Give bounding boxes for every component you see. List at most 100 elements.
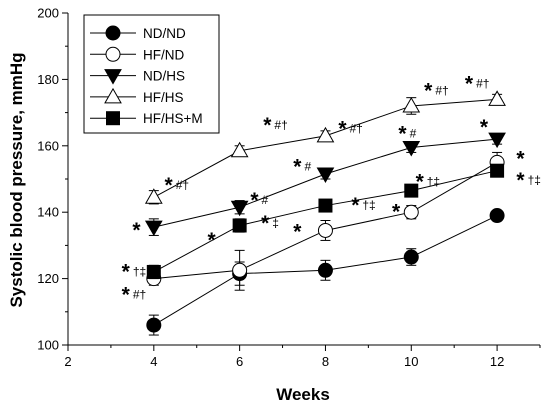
significance-annotation: * # <box>250 189 268 212</box>
legend-label: ND/HS <box>143 69 185 84</box>
data-point <box>316 126 335 143</box>
annotation-star: * <box>424 79 433 102</box>
data-point <box>230 141 249 158</box>
data-point <box>489 208 505 224</box>
data-point <box>317 222 333 238</box>
data-point <box>146 317 162 333</box>
annotation-star: * <box>516 147 525 170</box>
series-hf-hs <box>144 90 506 205</box>
annotation-symbols: #† <box>274 118 287 132</box>
y-tick-label: 200 <box>37 6 59 21</box>
legend-item: ND/HS <box>90 69 185 85</box>
data-point <box>232 218 247 233</box>
annotation-star: * <box>261 212 270 235</box>
significance-annotation: * #† <box>338 118 363 141</box>
series-nd-hs <box>144 132 506 237</box>
legend-marker <box>104 69 122 85</box>
annotation-symbols: ‡ <box>272 216 279 230</box>
annotation-symbols: # <box>262 193 269 207</box>
significance-annotation: * # <box>398 123 416 146</box>
annotation-star: * <box>293 156 302 179</box>
legend-label: HF/ND <box>143 47 184 62</box>
significance-annotation: * ‡ <box>261 212 279 235</box>
data-point <box>232 262 248 278</box>
significance-annotation: * †‡ <box>122 260 147 283</box>
annotation-symbols: # <box>304 160 311 174</box>
annotation-symbols: # <box>410 127 417 141</box>
annotation-star: * <box>480 116 489 139</box>
data-point <box>490 163 505 178</box>
annotation-star: * <box>165 174 174 197</box>
annotation-star: * <box>351 194 360 217</box>
legend-marker <box>105 46 121 62</box>
significance-annotation: * #† <box>122 284 147 307</box>
y-tick-label: 180 <box>37 72 59 87</box>
data-point <box>144 220 163 237</box>
data-point <box>403 204 419 220</box>
annotation-star: * <box>207 229 216 252</box>
annotation-symbols: †‡ <box>362 198 375 212</box>
legend-item: ND/ND <box>90 25 186 41</box>
x-tick-label: 10 <box>404 354 418 369</box>
annotation-star: * <box>416 171 425 194</box>
x-tick-label: 4 <box>150 354 157 369</box>
annotation-symbols: †‡ <box>133 264 146 278</box>
annotation-star: * <box>293 220 302 243</box>
significance-annotation: * <box>132 219 141 242</box>
significance-annotation: * †‡ <box>416 171 441 194</box>
significance-annotation: * <box>480 116 489 139</box>
legend-item: HF/HS <box>90 87 184 105</box>
y-axis-title: Systolic blood pressure, mmHg <box>7 52 26 307</box>
annotation-star: * <box>250 189 259 212</box>
legend-label: ND/ND <box>143 26 186 41</box>
data-point <box>488 90 506 106</box>
significance-annotation: * †‡ <box>516 169 541 192</box>
annotation-symbols: #† <box>133 288 146 302</box>
significance-annotation: * #† <box>165 174 190 197</box>
annotation-star: * <box>122 260 131 283</box>
data-point <box>402 96 421 113</box>
significance-annotation: * #† <box>263 114 288 137</box>
x-tick-label: 8 <box>322 354 329 369</box>
significance-annotation: * <box>392 201 401 224</box>
significance-annotation: * #† <box>424 79 449 102</box>
significance-annotation: * †‡ <box>351 194 376 217</box>
annotation-star: * <box>392 201 401 224</box>
data-point <box>404 183 419 198</box>
data-point <box>317 262 333 278</box>
annotation-symbols: †‡ <box>528 173 541 187</box>
annotation-symbols: #† <box>435 83 448 97</box>
annotation-symbols: #† <box>176 178 189 192</box>
data-point <box>488 132 506 149</box>
legend-marker <box>106 111 120 126</box>
series-hf-hs-m <box>146 163 505 280</box>
y-tick-label: 160 <box>37 138 59 153</box>
y-tick-label: 100 <box>37 338 59 353</box>
data-point <box>403 249 419 265</box>
x-axis-title: Weeks <box>276 385 330 404</box>
data-point <box>316 167 335 184</box>
significance-annotation: * #† <box>465 73 490 96</box>
data-point <box>146 264 161 279</box>
legend-label: HF/HS <box>143 90 184 105</box>
legend-label: HF/HS+M <box>143 111 203 126</box>
x-tick-label: 12 <box>490 354 504 369</box>
annotation-symbols: #† <box>476 77 489 91</box>
annotation-symbols: †‡ <box>427 175 440 189</box>
annotation-symbols: #† <box>350 122 363 136</box>
x-tick-label: 6 <box>236 354 243 369</box>
annotation-star: * <box>338 118 347 141</box>
legend-item: HF/ND <box>90 46 184 62</box>
y-tick-label: 120 <box>37 271 59 286</box>
annotation-star: * <box>398 123 407 146</box>
annotation-star: * <box>122 284 131 307</box>
data-point <box>230 200 249 217</box>
significance-annotation: * <box>516 147 525 170</box>
legend-item: HF/HS+M <box>90 111 203 126</box>
data-point <box>144 188 163 204</box>
y-tick-label: 140 <box>37 205 59 220</box>
annotation-star: * <box>263 114 272 137</box>
data-point <box>402 140 421 157</box>
